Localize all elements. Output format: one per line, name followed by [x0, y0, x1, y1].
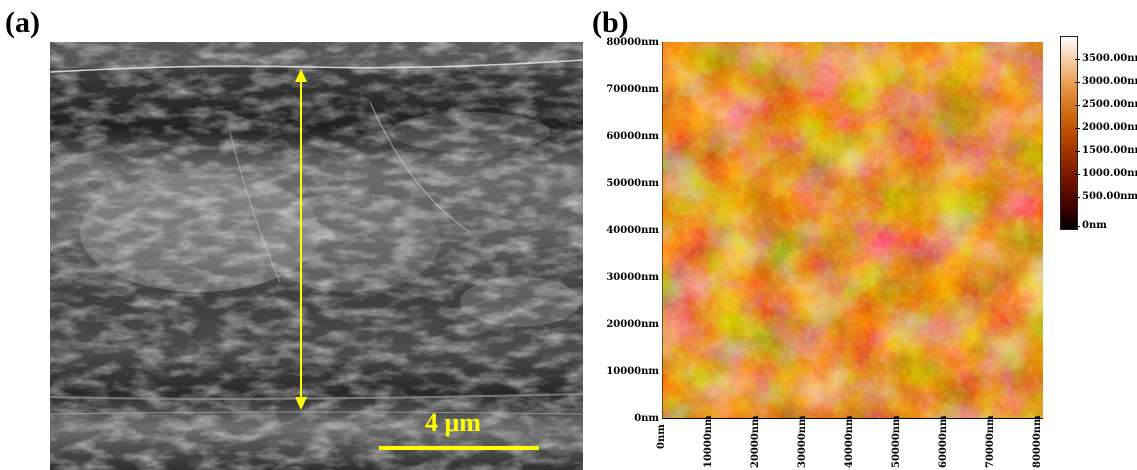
colorbar-tick: 3000.00nm [1074, 76, 1137, 87]
y-tick: 20000nm [606, 319, 659, 330]
colorbar-tick: 1500.00nm [1074, 145, 1137, 156]
colorbar-tick: 2000.00nm [1074, 122, 1137, 133]
thickness-arrow [295, 69, 307, 410]
y-tick: 50000nm [606, 178, 659, 189]
y-tick: 80000nm [606, 37, 659, 48]
colorbar-tick: 500.00nm [1074, 191, 1137, 202]
x-tick: 10000nm [703, 415, 714, 468]
y-tick: 70000nm [606, 84, 659, 95]
colorbar-tick: 1000.00nm [1074, 168, 1137, 179]
afm-map [662, 42, 1043, 419]
y-tick: 30000nm [606, 272, 659, 283]
y-tick: 40000nm [606, 225, 659, 236]
x-tick: 0nm [656, 424, 667, 449]
panel-label-a: (a) [5, 6, 40, 39]
sem-image [50, 42, 583, 470]
x-tick: 60000nm [938, 415, 949, 468]
panel-label-b: (b) [592, 6, 629, 39]
colorbar-tick: 3500.00nm [1074, 53, 1137, 64]
scale-bar [379, 446, 539, 450]
sem-micrograph: 4 μm [50, 42, 583, 470]
colorbar-tick: 2500.00nm [1074, 99, 1137, 110]
x-tick: 50000nm [891, 415, 902, 468]
x-tick: 40000nm [844, 415, 855, 468]
afm-image [662, 42, 1043, 419]
colorbar-tick: 0nm [1075, 220, 1107, 231]
height-colorbar [1060, 36, 1078, 230]
scale-bar-label: 4 μm [425, 408, 481, 437]
y-tick: 10000nm [606, 366, 659, 377]
x-tick: 80000nm [1032, 415, 1043, 468]
y-tick: 0nm [634, 413, 659, 424]
y-tick: 60000nm [606, 131, 659, 142]
x-tick: 20000nm [750, 415, 761, 468]
x-tick: 30000nm [797, 415, 808, 468]
x-tick: 70000nm [985, 415, 996, 468]
